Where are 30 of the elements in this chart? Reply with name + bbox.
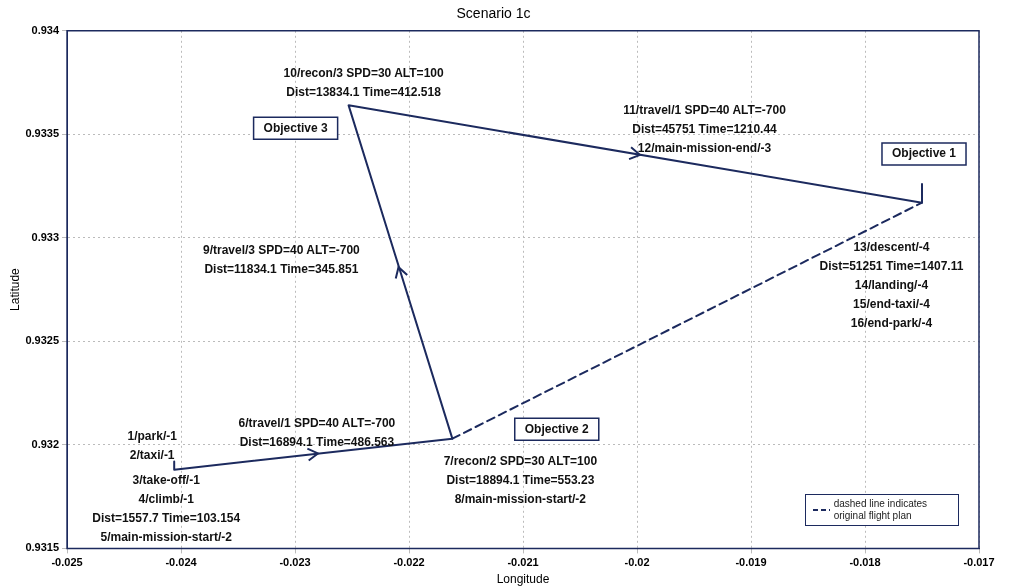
- x-tick-label: -0.02: [624, 556, 650, 569]
- x-tick-label: -0.024: [165, 556, 198, 569]
- annotation: 3/take-off/-1 4/climb/-1 Dist=1557.7 Time=103.154 5/main-mission-start/-2: [92, 472, 241, 544]
- annotation: 10/recon/3 SPD=30 ALT=100 Dist=13834.1 Time=412.518: [283, 66, 444, 100]
- y-tick-label: 0.9325: [25, 334, 60, 347]
- x-tick-label: -0.017: [963, 556, 995, 569]
- x-tick-label: -0.019: [735, 556, 767, 569]
- y-tick-label: 0.932: [31, 437, 60, 450]
- y-tick-label: 0.933: [31, 230, 60, 243]
- annotation: Objective 2: [524, 421, 590, 436]
- annotation: 13/descent/-4 Dist=51251 Time=1407.11 14/landing/-4 15/end-taxi/-4 16/end-park/-4: [819, 239, 964, 330]
- annotation: 11/travel/1 SPD=40 ALT=-700 Dist=45751 Time=1210.44 12/main-mission-end/-3: [623, 102, 787, 155]
- x-tick-label: -0.022: [393, 556, 425, 569]
- y-tick-label: 0.9315: [25, 541, 60, 554]
- y-axis-title: Latitude: [7, 267, 22, 311]
- x-tick-label: -0.025: [51, 556, 83, 569]
- annotation: Objective 1: [891, 146, 957, 161]
- annotation: 1/park/-1 2/taxi/-1: [127, 429, 178, 463]
- x-axis-title: Longitude: [496, 572, 550, 587]
- annotation: 6/travel/1 SPD=40 ALT=-700 Dist=16894.1 Time=486.563: [238, 416, 396, 450]
- annotation: 9/travel/3 SPD=40 ALT=-700 Dist=11834.1 Time=345.851: [202, 243, 361, 277]
- y-tick-label: 0.934: [31, 23, 60, 36]
- annotation: 7/recon/2 SPD=30 ALT=100 Dist=18894.1 Time=553.23 8/main-mission-start/-2: [443, 453, 598, 506]
- chart-title: Scenario 1c: [456, 5, 531, 22]
- x-tick-label: -0.021: [507, 556, 539, 569]
- x-tick-label: -0.023: [279, 556, 311, 569]
- y-tick-label: 0.9335: [25, 127, 60, 140]
- x-tick-label: -0.018: [849, 556, 881, 569]
- annotation: Objective 3: [263, 120, 328, 135]
- legend-label: dashed line indicates original flight plan: [833, 498, 929, 523]
